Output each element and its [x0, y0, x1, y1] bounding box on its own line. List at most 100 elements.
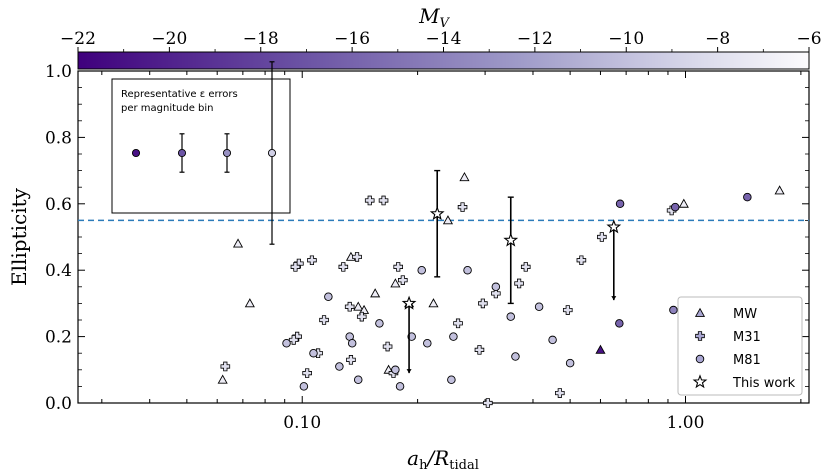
data-point-mw — [217, 374, 228, 384]
legend-marker-circle — [695, 354, 705, 364]
data-point-m31 — [562, 305, 573, 315]
data-point-m81 — [615, 199, 625, 209]
data-point-m81 — [548, 335, 557, 345]
data-point-mw — [390, 278, 401, 288]
inset-error-box: Representative ε errors per magnitude bi… — [111, 61, 291, 245]
data-point-m31 — [378, 195, 389, 206]
plot-area: 0.10 1.00 0.0 0.2 0.4 0.6 0.8 1.0 — [45, 62, 810, 433]
data-point-m31 — [220, 361, 231, 372]
error-arrow-low — [406, 369, 412, 374]
data-point-m81 — [506, 312, 516, 321]
data-point-m31 — [364, 195, 375, 206]
data-point-m81 — [743, 192, 752, 202]
data-point-m81 — [511, 352, 520, 361]
colorbar-tick-label: −22 — [60, 29, 96, 49]
legend-frame — [677, 296, 803, 396]
error-arrow-low — [611, 296, 617, 301]
data-point-mw — [774, 185, 785, 195]
series-this-work — [401, 169, 622, 374]
data-point-m31 — [474, 345, 485, 355]
data-point-mw — [442, 215, 454, 225]
data-point-m31 — [346, 355, 356, 365]
inset-error-point — [131, 148, 141, 158]
data-point-m31 — [338, 262, 349, 272]
colorbar-tick-label: −6 — [796, 29, 821, 49]
data-point-m31 — [356, 311, 367, 322]
colorbar: −22 −20 −18 −16 −14 −12 −10 −8 −6 MV — [60, 4, 822, 70]
data-point-this-work — [429, 205, 445, 221]
data-point-m31 — [555, 388, 565, 398]
data-point-mw — [595, 344, 606, 354]
y-tick-label: 0.0 — [45, 394, 72, 414]
y-tick-label: 0.4 — [45, 261, 72, 281]
legend-marker-star — [692, 374, 708, 389]
data-point-m81 — [669, 305, 678, 315]
colorbar-tick-label: −18 — [243, 29, 279, 49]
colorbar-tick-label: −14 — [426, 29, 462, 49]
data-point-m31 — [344, 301, 355, 312]
data-point-m81 — [615, 319, 624, 328]
data-point-m31 — [319, 315, 329, 325]
data-point-m81 — [423, 338, 432, 348]
inset-title-line1: Representative ε errors — [121, 89, 238, 100]
inset-error-point — [177, 148, 187, 158]
data-point-this-work — [606, 219, 622, 234]
colorbar-tick-label: −20 — [151, 29, 187, 49]
data-point-m81 — [391, 365, 400, 375]
x-tick-label: 0.10 — [283, 413, 321, 433]
data-point-m31 — [576, 255, 587, 266]
data-point-m31 — [292, 331, 302, 342]
data-point-m31 — [290, 262, 301, 272]
legend-label: M81 — [733, 353, 761, 368]
data-marks — [217, 169, 785, 408]
y-tick-label: 0.6 — [45, 195, 72, 215]
data-point-this-work — [401, 295, 417, 310]
colorbar-tick-label: −8 — [705, 29, 730, 49]
legend: MW M31 M81 This work — [677, 296, 803, 396]
inset-frame — [111, 78, 291, 214]
data-point-m31 — [483, 398, 493, 408]
data-point-mw — [428, 298, 439, 308]
legend-label: MW — [733, 307, 757, 322]
colorbar-tick-label: −12 — [517, 29, 553, 49]
colorbar-tick-label: −16 — [334, 29, 370, 49]
data-point-m81 — [449, 332, 458, 341]
legend-label: This work — [732, 376, 796, 391]
y-axis-title: Ellipticity — [7, 187, 31, 286]
data-point-m31 — [597, 232, 607, 242]
data-point-m31 — [520, 262, 531, 272]
data-point-m81 — [463, 265, 472, 275]
data-point-m81 — [417, 265, 426, 275]
colorbar-ticks: −22 −20 −18 −16 −14 −12 −10 −8 −6 — [60, 29, 822, 52]
data-point-mw — [353, 301, 364, 311]
data-point-m31 — [382, 341, 393, 352]
x-axis-ticks: 0.10 1.00 — [101, 71, 802, 433]
legend-items: MW M31 M81 This work — [692, 307, 796, 391]
data-point-m31 — [398, 275, 408, 285]
data-point-m81 — [375, 319, 384, 328]
data-point-mw — [678, 198, 689, 208]
data-point-m81 — [324, 292, 333, 302]
data-point-m31 — [514, 278, 524, 289]
legend-label: M31 — [733, 330, 761, 345]
x-axis-title: ah/Rtidal — [407, 446, 479, 473]
data-point-m81 — [299, 382, 309, 391]
data-point-m81 — [565, 358, 575, 368]
colorbar-label: MV — [418, 4, 450, 31]
data-point-m31 — [352, 252, 362, 262]
data-point-mw — [459, 172, 470, 182]
data-point-m81 — [347, 338, 357, 348]
inset-error-point — [267, 148, 277, 158]
y-tick-label: 1.0 — [45, 62, 72, 82]
inset-error-points — [131, 61, 277, 245]
data-point-m81 — [447, 375, 456, 385]
data-point-this-work — [503, 232, 519, 247]
data-point-m81 — [395, 382, 405, 391]
data-point-m81 — [282, 338, 291, 348]
series-m31 — [220, 195, 677, 408]
data-point-m81 — [309, 348, 318, 358]
y-axis-ticks: 0.0 0.2 0.4 0.6 0.8 1.0 — [45, 62, 809, 414]
y-tick-label: 0.2 — [45, 328, 72, 348]
x-tick-label: 1.00 — [667, 413, 705, 433]
